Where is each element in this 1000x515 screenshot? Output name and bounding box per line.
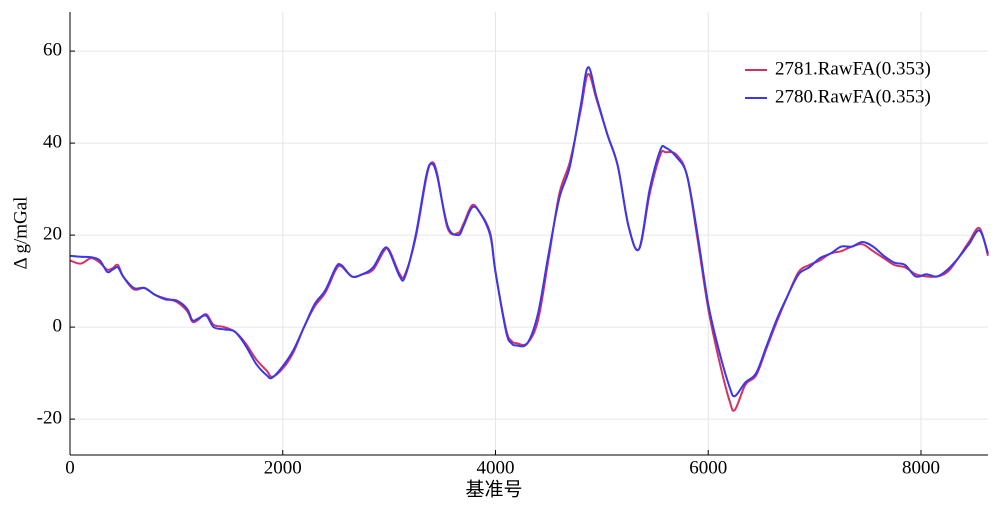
ticks: -20 0 20 40 60 0 2000 4000 6000 8000 bbox=[37, 39, 940, 478]
y-tick-label: 0 bbox=[53, 315, 63, 336]
plot-area bbox=[70, 12, 988, 455]
legend-label: 2780.RawFA(0.353) bbox=[775, 86, 931, 107]
y-tick-label: -20 bbox=[37, 407, 62, 428]
y-tick-label: 20 bbox=[43, 223, 62, 244]
x-tick-label: 2000 bbox=[264, 457, 302, 478]
y-tick-label: 60 bbox=[43, 39, 62, 60]
lines bbox=[69, 66, 989, 412]
grid bbox=[69, 12, 988, 455]
x-tick-label: 0 bbox=[65, 457, 75, 478]
legend: 2781.RawFA(0.353) 2780.RawFA(0.353) bbox=[745, 58, 931, 107]
x-tick-label: 4000 bbox=[476, 457, 514, 478]
x-tick-label: 8000 bbox=[902, 457, 940, 478]
series-line bbox=[69, 66, 989, 398]
x-axis-label: 基准号 bbox=[465, 478, 522, 500]
legend-label: 2781.RawFA(0.353) bbox=[775, 58, 931, 79]
y-axis-label: Δ g/mGal bbox=[10, 197, 31, 270]
y-tick-label: 40 bbox=[43, 131, 62, 152]
x-tick-label: 6000 bbox=[689, 457, 727, 478]
